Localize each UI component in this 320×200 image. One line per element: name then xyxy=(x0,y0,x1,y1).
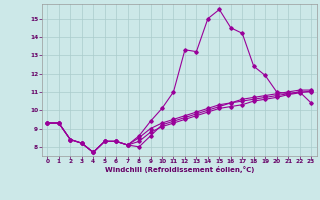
X-axis label: Windchill (Refroidissement éolien,°C): Windchill (Refroidissement éolien,°C) xyxy=(105,166,254,173)
